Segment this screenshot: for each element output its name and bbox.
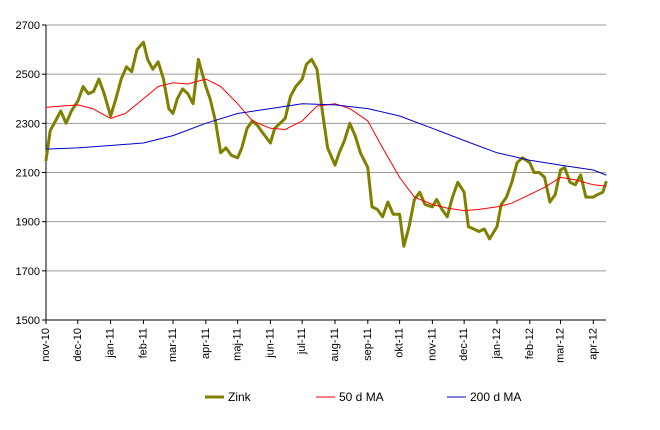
x-tick-label: nov-11 <box>426 328 438 361</box>
y-grid <box>46 24 606 272</box>
legend: Zink 50 d MA 200 d MA <box>205 390 521 404</box>
series-line-2 <box>45 103 607 176</box>
x-tick-label: okt-11 <box>394 328 406 358</box>
series-line-0 <box>44 40 608 248</box>
legend-label-2: 200 d MA <box>470 390 521 404</box>
x-axis: nov-10 dec-10 jan-11 feb-11 mar-11 apr-11 maj-… <box>40 320 599 363</box>
legend-label-1: 50 d MA <box>339 390 384 404</box>
x-tick-label: mar-12 <box>554 328 566 363</box>
x-tick-label: maj-11 <box>232 328 244 361</box>
y-tick-label: 2500 <box>16 69 40 81</box>
series-lines <box>44 40 608 248</box>
y-axis: 1500 1700 1900 2100 2300 2500 2700 <box>16 20 46 327</box>
x-tick-label: jun-11 <box>264 328 276 359</box>
x-tick-label: aug-11 <box>329 328 341 361</box>
x-tick-label: feb-12 <box>524 328 536 359</box>
x-tick-label: jan-12 <box>491 328 503 360</box>
x-tick-label: apr-12 <box>587 328 599 360</box>
x-tick-label: nov-10 <box>40 328 52 362</box>
y-tick-label: 2700 <box>16 20 40 32</box>
y-tick-label: 1500 <box>16 315 40 327</box>
x-tick-label: sep-11 <box>362 328 374 361</box>
x-tick-label: mar-11 <box>167 328 179 362</box>
x-tick-label: jan-11 <box>105 328 117 359</box>
y-tick-label: 2100 <box>16 168 40 180</box>
x-tick-label: dec-11 <box>458 328 470 361</box>
x-tick-label: feb-11 <box>137 328 149 358</box>
x-tick-label: jul-11 <box>296 328 308 355</box>
y-tick-label: 1900 <box>16 217 40 229</box>
y-tick-label: 1700 <box>16 266 40 278</box>
legend-label-0: Zink <box>228 390 252 404</box>
x-tick-label: apr-11 <box>200 328 212 359</box>
y-tick-label: 2300 <box>16 118 40 130</box>
x-tick-label: dec-10 <box>72 328 84 362</box>
